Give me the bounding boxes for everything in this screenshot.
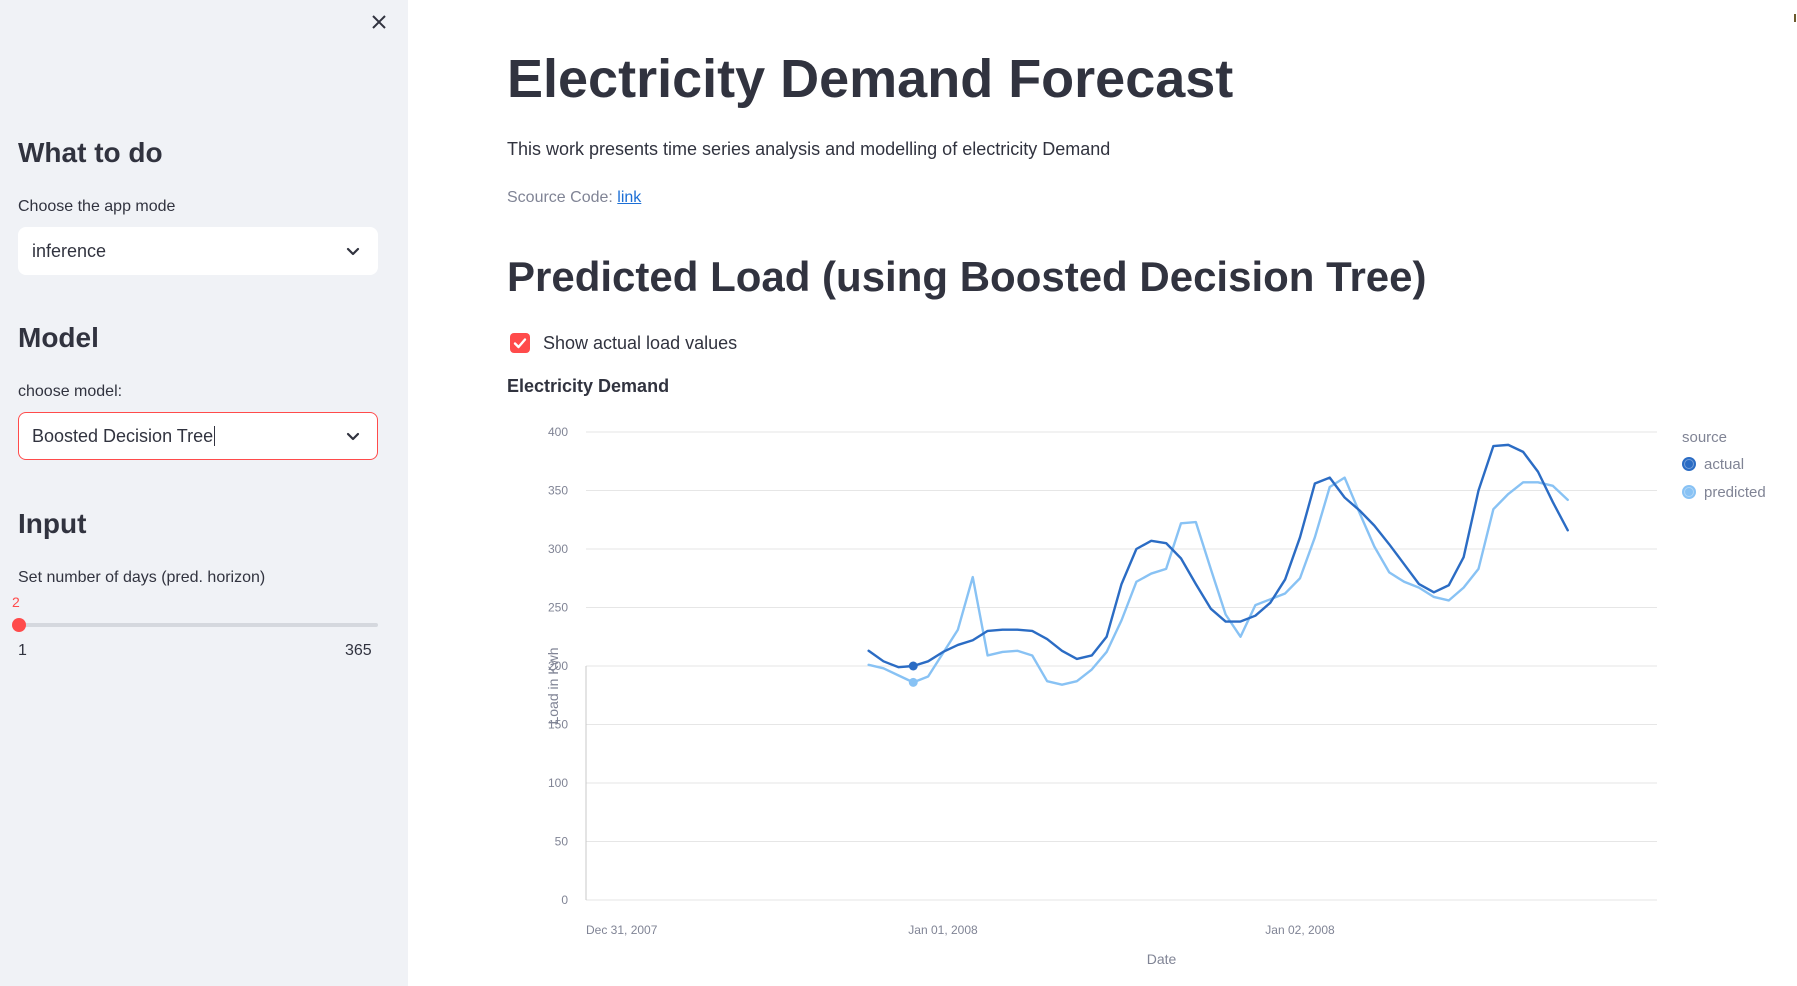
y-tick-label: 300 (548, 542, 568, 556)
what-to-do-heading: What to do (18, 137, 163, 168)
legend-label-predicted: predicted (1704, 484, 1766, 501)
sidebar: What to do Choose the app mode inference… (0, 0, 408, 986)
series-line-actual (867, 443, 1569, 669)
slider-min-label: 1 (18, 642, 27, 659)
model-heading: Model (18, 322, 99, 353)
x-axis-title: Date (1147, 951, 1177, 967)
show-actual-label[interactable]: Show actual load values (543, 333, 738, 353)
y-tick-label: 0 (561, 893, 568, 907)
y-tick-label: 250 (548, 601, 568, 615)
page-title: Electricity Demand Forecast (507, 49, 1234, 109)
page-description: This work presents time series analysis … (507, 139, 1111, 159)
y-tick-label: 200 (548, 659, 568, 673)
chart-axes: 0 50 100 150 200 250 300 350 400 Dec 31, 2007 Jan … (545, 425, 1335, 967)
check-icon (513, 338, 527, 349)
chevron-down-icon (346, 432, 360, 441)
horizon-slider-thumb[interactable] (12, 618, 26, 632)
legend-title: source (1682, 429, 1727, 446)
close-icon (372, 15, 386, 29)
x-tick-label: Dec 31, 2007 (586, 923, 658, 937)
horizon-slider-track[interactable] (18, 623, 378, 627)
slider-current-value: 2 (12, 594, 20, 610)
source-code-label: Scource Code: (507, 189, 613, 206)
highlight-point-actual (908, 661, 918, 671)
y-tick-label: 150 (548, 718, 568, 732)
highlight-point-predicted (908, 677, 918, 687)
app-mode-select[interactable]: inference (18, 227, 378, 275)
legend-swatch-ring (1684, 459, 1694, 469)
y-tick-label: 350 (548, 484, 568, 498)
edge-marker (1794, 14, 1796, 22)
chart-title: Electricity Demand (507, 376, 670, 396)
chart-grid (586, 431, 1657, 901)
series-line-predicted (867, 476, 1569, 686)
x-tick-label: Jan 01, 2008 (908, 923, 978, 937)
legend-swatch-ring (1684, 487, 1694, 497)
horizon-label: Set number of days (pred. horizon) (18, 569, 266, 586)
electricity-demand-chart: 0 50 100 150 200 250 300 350 400 Dec 31, 2007 Jan … (545, 425, 1766, 967)
y-tick-label: 100 (548, 776, 568, 790)
y-tick-label: 400 (548, 425, 568, 439)
source-code-link[interactable]: link (617, 189, 642, 206)
chart-legend: source actual predicted (1682, 429, 1766, 501)
legend-label-actual: actual (1704, 456, 1744, 473)
close-sidebar-button[interactable] (366, 9, 392, 35)
chevron-down-icon (346, 247, 360, 256)
section-title: Predicted Load (using Boosted Decision T… (507, 253, 1427, 300)
x-tick-label: Jan 02, 2008 (1265, 923, 1335, 937)
model-select[interactable]: Boosted Decision Tree (18, 412, 378, 460)
slider-max-label: 365 (345, 642, 372, 659)
model-label: choose model: (18, 383, 123, 400)
chart-series (867, 443, 1569, 687)
input-heading: Input (18, 508, 87, 539)
model-value: Boosted Decision Tree (32, 426, 216, 446)
app-mode-label: Choose the app mode (18, 198, 176, 215)
y-axis-title: Load in Kwh (545, 647, 561, 724)
y-tick-label: 50 (555, 835, 569, 849)
source-code-line: Scource Code: link (507, 189, 641, 207)
app-mode-value: inference (32, 241, 107, 261)
show-actual-checkbox[interactable] (510, 333, 530, 353)
legend-swatch-actual (1682, 457, 1696, 471)
legend-swatch-predicted (1682, 485, 1696, 499)
